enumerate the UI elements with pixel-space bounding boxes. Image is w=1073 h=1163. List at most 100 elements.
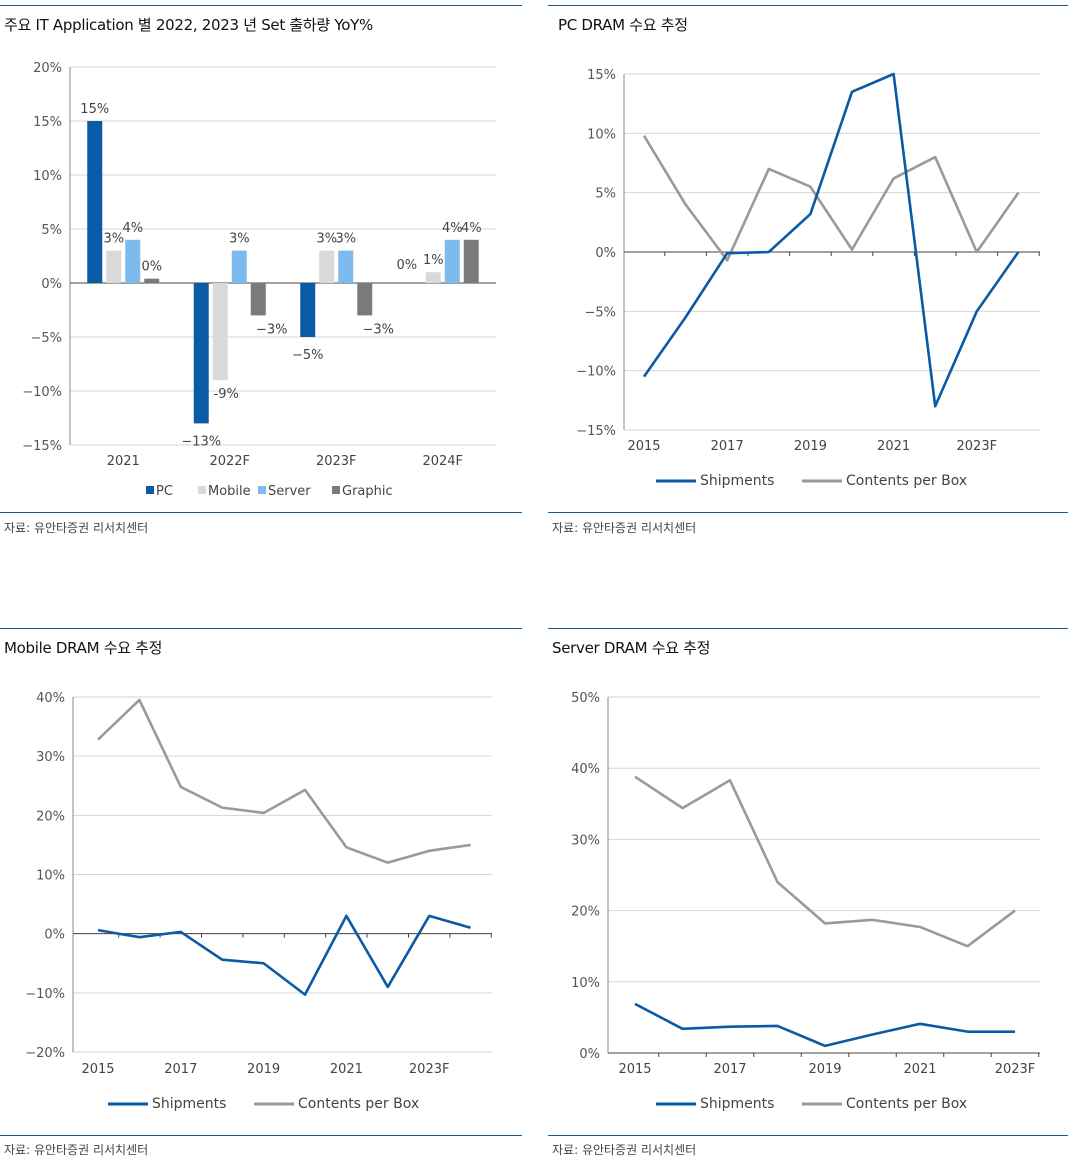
- x-tick-label: 2021: [903, 1062, 936, 1077]
- bar-graphic: [463, 239, 479, 283]
- legend-label: Mobile: [208, 484, 251, 499]
- y-tick-label: 0%: [579, 1047, 600, 1062]
- bar-graphic: [357, 283, 373, 316]
- data-label: 0%: [396, 258, 417, 273]
- bar-mobile: [212, 283, 228, 381]
- bar-server: [338, 250, 354, 283]
- bar-server: [125, 239, 141, 283]
- data-label: 0%: [141, 260, 162, 275]
- data-label: 15%: [80, 102, 109, 117]
- chart-title: Mobile DRAM 수요 추정: [4, 639, 163, 657]
- data-label: 4%: [461, 221, 482, 236]
- y-tick-label: 40%: [571, 762, 600, 777]
- bar-graphic: [144, 278, 160, 283]
- y-tick-label: 50%: [571, 691, 600, 706]
- x-tick-label: 2021: [330, 1062, 363, 1077]
- series-line-contents-per-box: [642, 135, 1020, 262]
- legend-swatch: [146, 486, 154, 494]
- bottom-rule: [0, 1135, 522, 1136]
- y-tick-label: 5%: [41, 223, 62, 238]
- y-tick-label: 0%: [595, 246, 616, 261]
- bar-graphic: [250, 283, 266, 316]
- y-tick-label: 30%: [36, 750, 65, 765]
- line-chart: 15% 10% 5% 0% −5% −10% −15% 2015 2017 2019 2021 202…: [576, 68, 1040, 489]
- x-tick-label: 2017: [711, 439, 744, 454]
- y-tick-label: 5%: [595, 187, 616, 202]
- data-label: −3%: [256, 322, 288, 337]
- chart-source: 자료: 유안타증권 리서치센터: [552, 521, 697, 535]
- y-tick-label: 20%: [571, 905, 600, 920]
- bar-pc: [193, 283, 209, 424]
- y-tick-label: 0%: [41, 277, 62, 292]
- data-label: −5%: [292, 348, 324, 363]
- chart-panel-pc-dram: PC DRAM 수요 추정 15% 10% 5% 0% −5% −10% −15% 2015 2…: [548, 0, 1068, 545]
- data-label: 3%: [229, 232, 250, 247]
- y-tick-label: −10%: [25, 987, 65, 1002]
- top-rule: [0, 628, 522, 629]
- x-tick-label: 2015: [627, 439, 660, 454]
- y-tick-label: 40%: [36, 691, 65, 706]
- y-tick-label: −20%: [25, 1046, 65, 1061]
- y-tick-label: −10%: [22, 385, 62, 400]
- chart-panel-server-dram: Server DRAM 수요 추정 50% 40% 30% 20% 10% 0% 2015 2…: [548, 622, 1068, 1163]
- bar-pc: [300, 283, 316, 337]
- x-tick-label: 2023F: [995, 1062, 1036, 1077]
- legend-label: Server: [268, 484, 311, 499]
- x-tick-label: 2021: [877, 439, 910, 454]
- x-tick-label: 2019: [808, 1062, 841, 1077]
- bar-server: [231, 250, 247, 283]
- data-label: -9%: [214, 387, 239, 402]
- legend-swatch: [332, 486, 340, 494]
- series-line-shipments: [634, 1002, 1015, 1048]
- y-tick-label: 20%: [36, 809, 65, 824]
- legend-label: Contents per Box: [298, 1096, 419, 1112]
- x-tick-label: 2023F: [957, 439, 998, 454]
- y-tick-label: 0%: [44, 928, 65, 943]
- x-tick-label: 2017: [164, 1062, 197, 1077]
- y-tick-label: −5%: [30, 331, 62, 346]
- legend-label: Contents per Box: [846, 1096, 967, 1112]
- series-line-contents-per-box: [97, 698, 471, 864]
- y-tick-label: 15%: [33, 115, 62, 130]
- chart-source: 자료: 유안타증권 리서치센터: [4, 1143, 149, 1157]
- x-tick-label: 2015: [81, 1062, 114, 1077]
- legend-label: Shipments: [152, 1096, 226, 1112]
- y-tick-label: 30%: [571, 833, 600, 848]
- x-tick-label: 2015: [618, 1062, 651, 1077]
- series-line-shipments: [642, 72, 1020, 408]
- data-label: −3%: [362, 322, 394, 337]
- legend-label: Contents per Box: [846, 473, 967, 489]
- bottom-rule: [548, 512, 1068, 513]
- y-tick-label: 10%: [36, 869, 65, 884]
- chart-title: Server DRAM 수요 추정: [552, 639, 711, 657]
- x-tick-label: 2022F: [209, 454, 250, 469]
- x-tick-label: 2019: [794, 439, 827, 454]
- chart-source: 자료: 유안타증권 리서치센터: [552, 1143, 697, 1157]
- x-tick-label: 2023F: [316, 454, 357, 469]
- legend-swatch: [258, 486, 266, 494]
- y-tick-label: 10%: [33, 169, 62, 184]
- bottom-rule: [548, 1135, 1068, 1136]
- y-tick-label: 10%: [587, 127, 616, 142]
- x-tick-label: 2017: [713, 1062, 746, 1077]
- bar-chart: 20%15%10%5%0%−5%−10%−15%202115%3%4%0%202…: [22, 61, 496, 499]
- legend-swatch: [198, 486, 206, 494]
- y-tick-label: 20%: [33, 61, 62, 76]
- series-line-contents-per-box: [634, 775, 1016, 948]
- series-line-shipments: [97, 914, 471, 996]
- top-rule: [548, 5, 1068, 6]
- data-label: 1%: [423, 253, 444, 268]
- bar-mobile: [319, 250, 335, 283]
- legend-label: Graphic: [342, 484, 393, 499]
- chart-panel-mobile-dram: Mobile DRAM 수요 추정 40% 30% 20% 10% 0% −10% −20%…: [0, 622, 522, 1163]
- legend-label: PC: [156, 484, 173, 499]
- chart-title: 주요 IT Application 별 2022, 2023 년 Set 출하량…: [4, 16, 373, 34]
- bar-server: [444, 239, 460, 283]
- data-label: 3%: [103, 232, 124, 247]
- bar-pc: [87, 121, 103, 283]
- y-tick-label: −15%: [22, 439, 62, 454]
- data-label: 3%: [335, 232, 356, 247]
- x-tick-label: 2024F: [422, 454, 463, 469]
- bottom-rule: [0, 512, 522, 513]
- bar-mobile: [425, 272, 441, 283]
